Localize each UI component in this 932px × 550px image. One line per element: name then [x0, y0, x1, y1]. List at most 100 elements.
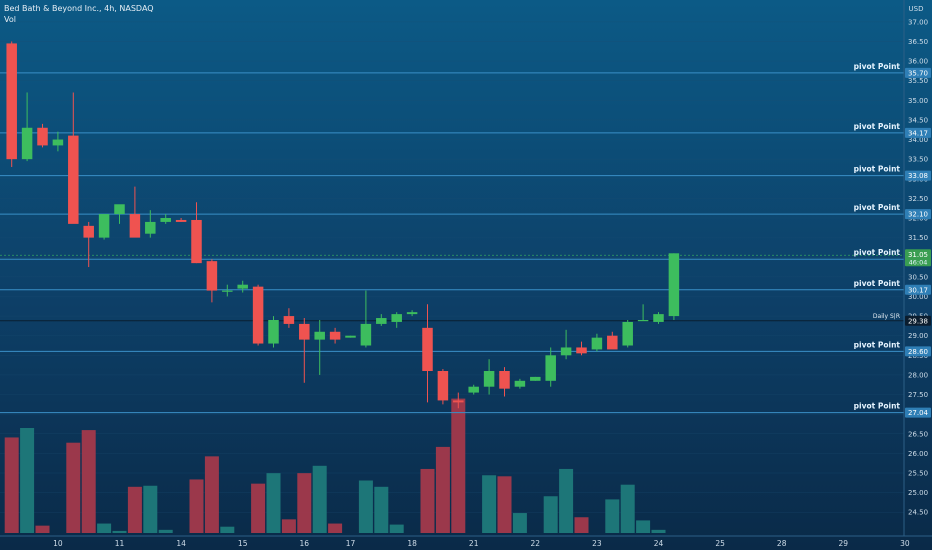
currency-label: USD [909, 5, 924, 13]
candle-body [129, 214, 141, 238]
pivot-price-tag-box [905, 127, 931, 138]
candle-body [345, 335, 356, 338]
pivot-lines: pivot Point pivot Point pivot Point pivot P… [0, 62, 904, 414]
pivot-price-tag-box [905, 346, 931, 357]
candle-body [52, 139, 64, 146]
volume-bar [127, 486, 142, 533]
price-tick-label: 25.50 [908, 470, 928, 478]
volume-bar [204, 456, 219, 533]
volume-bar [35, 525, 50, 533]
candle-body [376, 318, 387, 324]
volume-bar [112, 530, 127, 533]
price-tick-label: 30.00 [908, 293, 928, 301]
candle-body [314, 331, 325, 340]
candle-body [637, 320, 649, 322]
grid-lines [0, 21, 904, 513]
candle-body [191, 219, 202, 264]
time-tick-label: 29 [839, 539, 849, 548]
candle-body [622, 321, 633, 346]
candle-body [268, 320, 279, 344]
volume-bars [4, 398, 666, 533]
candle-body [576, 347, 587, 354]
pivot-price-tag-box [905, 170, 931, 181]
pivot-line-label: pivot Point [854, 340, 901, 349]
daily-sr-label: Daily S|R [873, 313, 900, 320]
pivot-line-label: pivot Point [854, 62, 901, 71]
pivot-price-tag: 27.04 [908, 409, 929, 417]
price-tick-label: 37.00 [908, 18, 928, 26]
pivot-price-tag: 33.08 [908, 172, 928, 180]
volume-indicator-label: Vol [4, 15, 16, 24]
volume-bar [4, 437, 19, 533]
candle-body [68, 135, 79, 224]
candle-body [206, 261, 218, 291]
price-tick-label: 34.00 [908, 136, 928, 144]
volume-bar [497, 476, 512, 533]
price-tick-label: 29.00 [908, 332, 928, 340]
time-tick-label: 21 [469, 539, 479, 548]
price-tick-label: 26.50 [908, 430, 928, 438]
price-tick-label: 33.50 [908, 156, 928, 164]
volume-bar [451, 398, 466, 533]
volume-bar [620, 484, 635, 533]
volume-bar [636, 520, 651, 533]
volume-bar [543, 496, 558, 533]
price-axis-markers: 35.7034.1733.0832.1030.9530.1728.6027.04… [905, 67, 931, 418]
candle-body [483, 371, 495, 387]
pivot-price-tag: 35.70 [908, 69, 928, 77]
price-tick-label: 26.00 [908, 450, 928, 458]
symbol-title: Bed Bath & Beyond Inc., 4h, NASDAQ [4, 4, 154, 13]
time-tick-label: 25 [715, 539, 725, 548]
candle-body [37, 127, 48, 146]
time-tick-label: 14 [176, 539, 186, 548]
pivot-price-tag: 32.10 [908, 211, 928, 219]
volume-bar [420, 468, 435, 533]
price-tick-label: 31.50 [908, 234, 928, 242]
volume-bar [605, 499, 620, 533]
candle-body [406, 312, 418, 315]
price-tick-label: 30.50 [908, 273, 928, 281]
volume-bar [189, 479, 204, 533]
time-tick-label: 10 [53, 539, 63, 548]
volume-bar [143, 485, 158, 533]
candle-body [360, 323, 372, 346]
volume-bar [251, 483, 266, 533]
price-tick-label: 24.50 [908, 509, 928, 517]
candle-body [391, 314, 402, 322]
volume-bar [482, 475, 497, 533]
pivot-line-label: pivot Point [854, 248, 901, 257]
volume-bar [266, 473, 281, 533]
price-tick-label: 35.50 [908, 77, 928, 85]
price-tick-label: 34.50 [908, 116, 928, 124]
time-tick-label: 18 [407, 539, 417, 548]
candle-body [299, 323, 310, 340]
price-tick-label: 25.00 [908, 489, 928, 497]
candle-body [222, 290, 233, 292]
volume-bar [297, 473, 312, 533]
volume-bar [66, 442, 81, 533]
candle-body [145, 221, 156, 234]
pivot-line-label: pivot Point [854, 122, 901, 131]
time-tick-label: 28 [777, 539, 787, 548]
price-tick-label: 28.00 [908, 371, 928, 379]
volume-bar [374, 486, 389, 533]
volume-bar [97, 523, 112, 533]
candle-body [591, 337, 603, 350]
time-axis[interactable]: 10 11 14 15 16 17 18 21 22 23 24 25 28 29 30 [53, 539, 910, 548]
volume-bar [281, 519, 296, 533]
daily-sr-price-tag: 29.38 [908, 317, 928, 325]
price-tick-label: 36.50 [908, 38, 928, 46]
time-tick-label: 16 [300, 539, 310, 548]
price-tick-label: 27.50 [908, 391, 928, 399]
pivot-price-tag-box [905, 209, 931, 220]
candle-body [252, 286, 264, 344]
price-tick-label: 36.00 [908, 58, 928, 66]
pivot-price-tag-box [905, 407, 931, 418]
candle-body [83, 225, 94, 238]
candle-body [607, 335, 618, 350]
candle-body [653, 314, 664, 322]
time-tick-label: 30 [900, 539, 910, 548]
